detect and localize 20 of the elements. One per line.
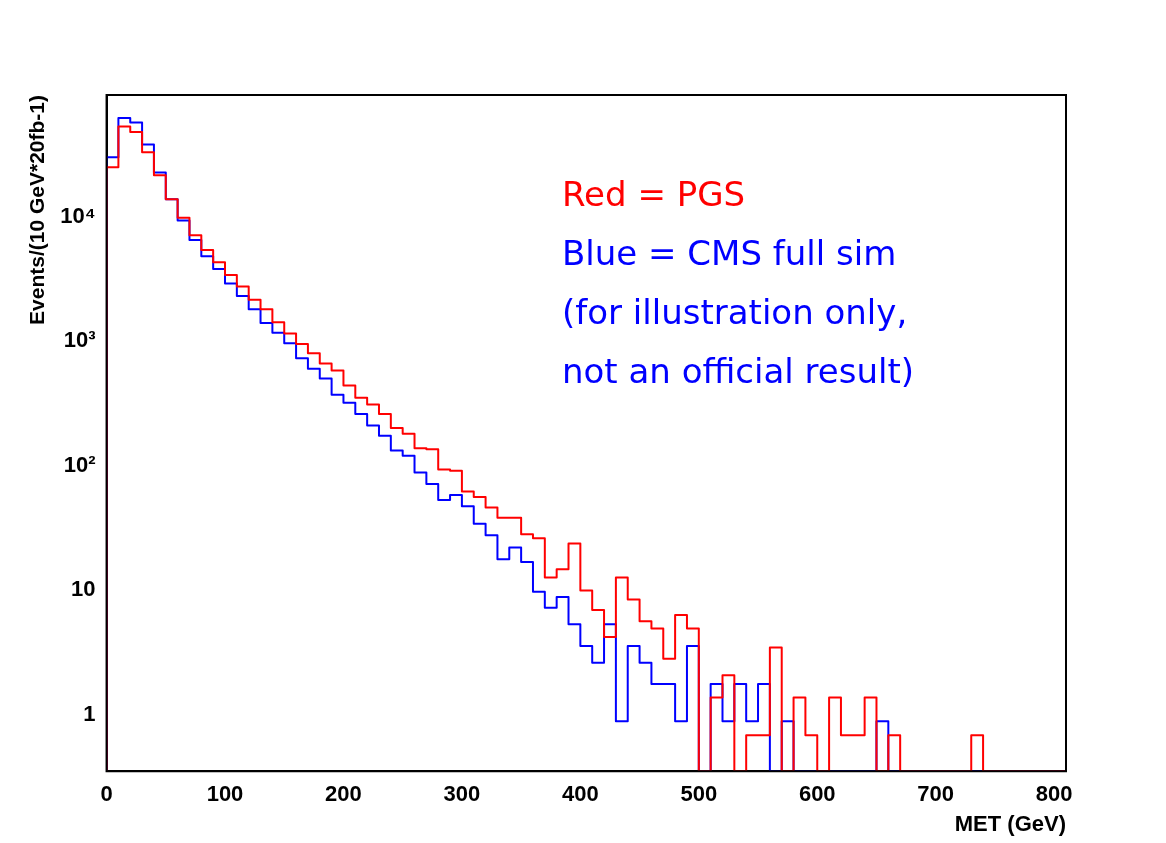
x-tick-label: 0 xyxy=(100,781,113,807)
annotation: not an official result) xyxy=(562,350,915,393)
annotation: Blue = CMS full sim xyxy=(562,232,898,275)
x-tick-label: 700 xyxy=(917,781,955,807)
annotation: Red = PGS xyxy=(562,173,747,216)
x-axis-title: MET (GeV) xyxy=(954,810,1066,836)
y-axis-title: Events/(10 GeV*20fb-1) xyxy=(25,95,49,325)
x-tick-label: 400 xyxy=(561,781,599,807)
annotation: (for illustration only, xyxy=(562,291,909,334)
x-tick-label: 500 xyxy=(680,781,718,807)
y-tick-label: 10³ xyxy=(63,327,96,353)
y-tick-label: 10 xyxy=(71,576,96,602)
x-tick-label: 200 xyxy=(325,781,362,807)
y-tick-label: 10⁴ xyxy=(60,202,96,228)
y-tick-label: 1 xyxy=(83,700,96,726)
x-tick-label: 300 xyxy=(443,781,481,807)
x-tick-label: 100 xyxy=(206,781,244,807)
x-tick-label: 800 xyxy=(1035,781,1073,807)
y-tick-label: 10² xyxy=(63,451,96,477)
x-tick-label: 600 xyxy=(798,781,836,807)
